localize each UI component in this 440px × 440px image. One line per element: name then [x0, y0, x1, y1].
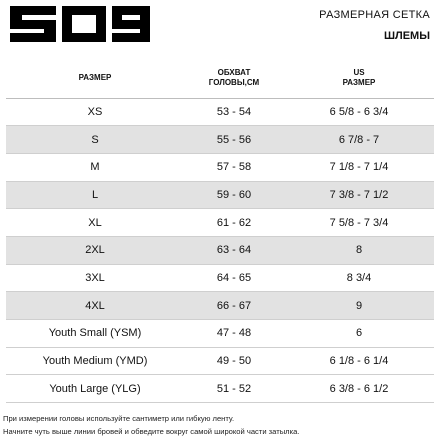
cell-us: 6 7/8 - 7 — [284, 125, 434, 154]
cell-size: 4XL — [6, 291, 184, 320]
cell-size: 3XL — [6, 264, 184, 293]
cell-us: 9 — [284, 291, 434, 320]
cell-us: 7 1/8 - 7 1/4 — [284, 153, 434, 182]
cell-head: 61 - 62 — [184, 208, 284, 237]
cell-us: 7 3/8 - 7 1/2 — [284, 181, 434, 210]
measurement-note: При измерении головы используйте сантиме… — [3, 414, 235, 423]
table-row: L 59 - 60 7 3/8 - 7 1/2 — [6, 181, 434, 210]
cell-us: 7 5/8 - 7 3/4 — [284, 208, 434, 237]
cell-head: 64 - 65 — [184, 264, 284, 293]
cell-head: 59 - 60 — [184, 181, 284, 210]
cell-head: 66 - 67 — [184, 291, 284, 320]
cell-size: Youth Small (YSM) — [6, 319, 184, 348]
table-row: M 57 - 58 7 1/8 - 7 1/4 — [6, 153, 434, 182]
column-header-us-size: US РАЗМЕР — [284, 58, 434, 99]
page-subtitle: ШЛЕМЫ — [383, 30, 430, 42]
table-row: 4XL 66 - 67 9 — [6, 291, 434, 320]
cell-size: M — [6, 153, 184, 182]
cell-head: 51 - 52 — [184, 374, 284, 404]
table-row: Youth Medium (YMD) 49 - 50 6 1/8 - 6 1/4 — [6, 347, 434, 376]
table-row: 2XL 63 - 64 8 — [6, 236, 434, 265]
cell-us: 6 5/8 - 6 3/4 — [284, 98, 434, 127]
measurement-note: Начните чуть выше линии бровей и обведит… — [3, 427, 300, 436]
table-header-row: РАЗМЕР ОБХВАТ ГОЛОВЫ,СМ US РАЗМЕР — [6, 58, 434, 99]
page-title: РАЗМЕРНАЯ СЕТКА — [319, 9, 430, 21]
cell-us: 8 3/4 — [284, 264, 434, 293]
cell-head: 53 - 54 — [184, 98, 284, 127]
cell-us: 6 1/8 - 6 1/4 — [284, 347, 434, 376]
cell-us: 8 — [284, 236, 434, 265]
table-row: XL 61 - 62 7 5/8 - 7 3/4 — [6, 208, 434, 237]
cell-head: 47 - 48 — [184, 319, 284, 348]
cell-size: Youth Large (YLG) — [6, 374, 184, 404]
column-header-size: РАЗМЕР — [6, 58, 184, 99]
size-chart-table: РАЗМЕР ОБХВАТ ГОЛОВЫ,СМ US РАЗМЕР XS 53 - … — [6, 58, 434, 404]
cell-size: XL — [6, 208, 184, 237]
cell-head: 55 - 56 — [184, 125, 284, 154]
cell-size: L — [6, 181, 184, 210]
cell-head: 57 - 58 — [184, 153, 284, 182]
table-row: Youth Small (YSM) 47 - 48 6 — [6, 319, 434, 348]
cell-head: 63 - 64 — [184, 236, 284, 265]
cell-size: S — [6, 125, 184, 154]
brand-logo: 509 — [10, 6, 150, 42]
table-row: Youth Large (YLG) 51 - 52 6 3/8 - 6 1/2 — [6, 374, 434, 404]
table-row: XS 53 - 54 6 5/8 - 6 3/4 — [6, 98, 434, 127]
table-row: 3XL 64 - 65 8 3/4 — [6, 264, 434, 293]
cell-size: 2XL — [6, 236, 184, 265]
cell-head: 49 - 50 — [184, 347, 284, 376]
cell-size: XS — [6, 98, 184, 127]
column-header-head-circumference: ОБХВАТ ГОЛОВЫ,СМ — [184, 58, 284, 99]
cell-us: 6 3/8 - 6 1/2 — [284, 374, 434, 404]
cell-us: 6 — [284, 319, 434, 348]
table-row: S 55 - 56 6 7/8 - 7 — [6, 125, 434, 154]
cell-size: Youth Medium (YMD) — [6, 347, 184, 376]
